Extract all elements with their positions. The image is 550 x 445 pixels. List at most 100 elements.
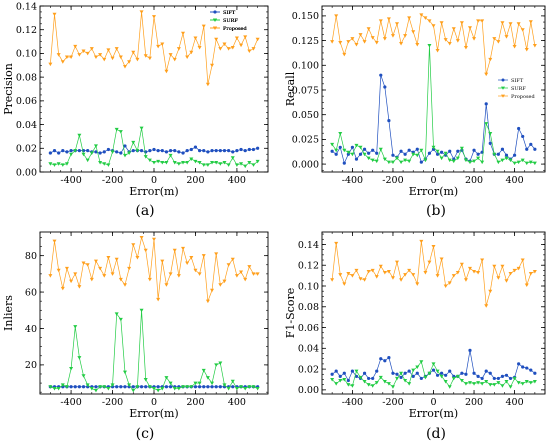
legend-marker [501,94,505,98]
panel-label: (d) [426,426,446,442]
data-point [532,380,537,384]
data-point [444,373,448,377]
data-point [255,159,260,164]
data-point [399,42,404,46]
series-sift [48,144,260,155]
data-point [524,47,529,52]
data-point [488,371,492,375]
data-point [185,261,190,265]
data-point [390,160,395,165]
data-point [198,149,202,153]
data-point [330,149,334,153]
data-point [387,119,391,123]
data-point [390,276,395,280]
data-point [480,376,484,381]
data-point [492,37,497,41]
data-point [243,164,248,169]
y-tick-label: 0.06 [16,96,37,107]
data-point [427,151,432,155]
data-point [370,36,375,40]
series-proposed [330,239,537,308]
data-point [492,152,497,157]
data-point [451,159,456,164]
data-point [73,44,78,49]
data-point [399,149,403,153]
data-point [508,385,513,389]
data-point [476,271,481,275]
data-point [98,151,102,155]
data-point [378,147,383,152]
data-point [131,388,136,393]
data-point [488,289,493,294]
data-point [201,163,206,167]
data-point [181,31,186,36]
data-point [403,273,408,277]
data-point [472,159,477,164]
data-point [135,385,140,389]
data-point [508,272,513,276]
y-axis-label: Precision [2,63,15,115]
data-point [532,44,537,48]
data-point [350,152,355,157]
y-tick-label: 20 [25,360,37,371]
data-point [338,145,342,149]
data-point [512,268,517,273]
data-point [367,376,371,381]
data-point [443,38,448,42]
y-tick-label: 0.08 [16,72,37,83]
data-point [516,160,521,165]
data-point [93,259,98,264]
data-point [496,381,501,385]
data-point [504,35,509,39]
data-point [160,387,165,391]
data-point [370,158,375,163]
data-point [226,263,231,267]
data-point [110,383,115,387]
data-point [61,149,65,153]
data-point [139,10,144,14]
data-point [197,272,202,276]
data-point [164,150,169,154]
data-point [73,149,78,153]
data-point [488,131,493,136]
data-point [459,379,464,383]
data-point [202,149,206,153]
data-point [533,371,537,375]
data-point [181,385,186,389]
data-point [525,366,529,370]
legend-label: Proposed [223,26,248,32]
data-point [378,19,383,23]
data-point [439,257,444,261]
data-point [427,371,432,376]
data-point [222,149,227,153]
data-point [193,145,198,149]
data-point [439,156,444,161]
data-point [387,356,391,360]
data-point [56,387,61,391]
data-point [122,153,127,158]
data-point [431,145,436,150]
data-point [177,150,181,154]
data-point [374,381,379,385]
data-point [443,380,448,384]
data-point [407,148,411,152]
data-point [496,160,501,165]
data-point [85,158,90,163]
data-point [81,152,86,157]
x-tick-label: 400 [506,397,524,408]
data-point [371,376,375,381]
data-point [346,378,350,383]
data-point [447,158,452,163]
series-surf [48,126,260,169]
data-point [467,266,472,271]
data-point [156,297,161,302]
data-point [423,375,428,380]
data-point [106,147,110,152]
data-point [330,377,335,382]
data-point [330,278,335,282]
data-point [350,369,355,373]
data-point [382,380,387,384]
data-point [231,385,235,389]
data-point [156,159,161,164]
x-axis-label: Error(m) [409,407,458,420]
